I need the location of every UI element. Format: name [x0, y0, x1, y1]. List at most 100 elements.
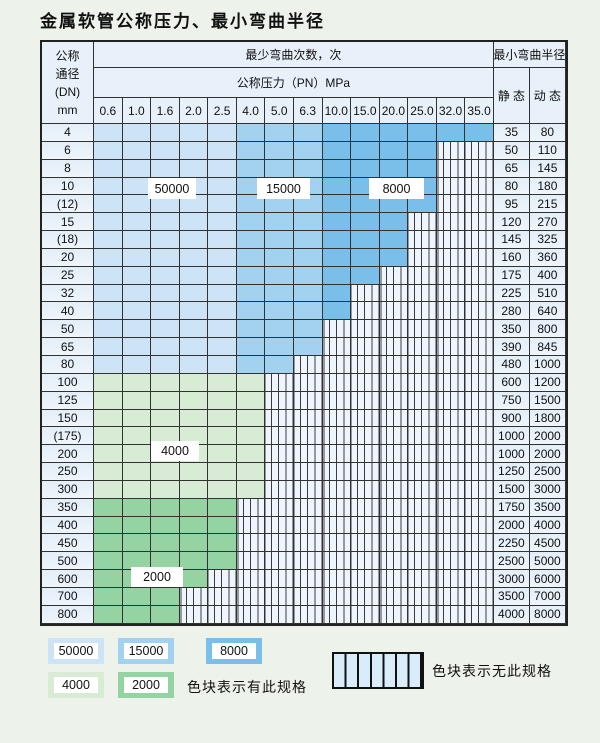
spec-cell [179, 159, 209, 178]
spec-cell [265, 213, 294, 232]
spec-cell [293, 159, 323, 178]
nospec-cell [408, 480, 437, 499]
nospec-cell [379, 427, 409, 446]
nospec-cell [351, 355, 380, 374]
spec-cell [179, 302, 209, 321]
spec-cell [94, 427, 123, 446]
spec-cell [122, 248, 152, 267]
nospec-cell [351, 552, 380, 571]
nospec-cell [465, 159, 494, 178]
dynamic-cell: 1500 [529, 391, 566, 410]
spec-cell [122, 427, 152, 446]
nospec-cell [265, 552, 294, 571]
spec-cell [293, 124, 323, 142]
dn-cell: 25 [42, 266, 94, 285]
nospec-cell [265, 391, 294, 410]
spec-cell [379, 231, 409, 249]
spec-cell [322, 231, 352, 249]
nospec-cell [436, 231, 466, 249]
spec-cell [122, 124, 152, 142]
nospec-cell [322, 338, 352, 356]
spec-cell [179, 284, 209, 303]
spec-cell [293, 213, 323, 232]
nospec-cell [351, 320, 380, 339]
spec-cell [122, 338, 152, 356]
dn-cell: 450 [42, 534, 94, 553]
spec-cell [322, 124, 352, 142]
spec-cell [208, 355, 237, 374]
spec-cell [122, 498, 152, 517]
dynamic-cell: 3500 [529, 498, 566, 517]
spec-cell [293, 195, 323, 214]
nospec-cell [436, 266, 466, 285]
spec-cell [236, 373, 266, 392]
nospec-cell [436, 534, 466, 553]
cycle-count-label: 8000 [369, 178, 424, 199]
nospec-cell [379, 570, 409, 588]
dynamic-cell: 7000 [529, 587, 566, 606]
nospec-cell [465, 195, 494, 214]
legend-no-spec-box [332, 652, 424, 689]
nospec-cell [465, 552, 494, 571]
nospec-cell [465, 266, 494, 285]
nospec-cell [465, 498, 494, 517]
nospec-cell [408, 231, 437, 249]
nospec-cell [379, 320, 409, 339]
spec-cell [151, 409, 180, 428]
nospec-cell [236, 534, 266, 553]
nospec-cell [436, 320, 466, 339]
spec-cell [151, 534, 180, 553]
nospec-cell [379, 373, 409, 392]
spec-cell [236, 284, 266, 303]
nospec-cell [465, 302, 494, 321]
spec-cell [94, 498, 123, 517]
static-cell: 900 [493, 409, 530, 428]
dn-cell: 32 [42, 284, 94, 303]
spec-cell [265, 195, 294, 214]
spec-cell [94, 534, 123, 553]
spec-cell [94, 516, 123, 535]
nospec-cell [265, 587, 294, 606]
spec-cell [122, 302, 152, 321]
nospec-cell [436, 159, 466, 178]
cycle-count-label: 15000 [257, 178, 310, 199]
spec-cell [94, 480, 123, 499]
static-cell: 65 [493, 159, 530, 178]
spec-cell [151, 159, 180, 178]
nospec-cell [379, 463, 409, 481]
nospec-cell [408, 320, 437, 339]
spec-cell [208, 373, 237, 392]
spec-cell [351, 159, 380, 178]
nospec-cell [236, 498, 266, 517]
legend-swatch-label: 4000 [54, 677, 98, 693]
spec-cell [179, 391, 209, 410]
nospec-cell [408, 427, 437, 446]
static-cell: 50 [493, 141, 530, 160]
spec-cell [94, 266, 123, 285]
nospec-cell [465, 355, 494, 374]
spec-cell [151, 373, 180, 392]
nospec-cell [465, 284, 494, 303]
pressure-col-header: 35.0 [465, 98, 494, 124]
static-cell: 145 [493, 231, 530, 249]
nospec-cell [236, 516, 266, 535]
spec-cell [236, 320, 266, 339]
nospec-cell [408, 213, 437, 232]
pressure-col-header: 0.6 [94, 98, 123, 124]
spec-cell [408, 124, 437, 142]
spec-cell [208, 177, 237, 196]
nospec-cell [379, 534, 409, 553]
spec-cell [208, 534, 237, 553]
spec-cell [151, 355, 180, 374]
dynamic-cell: 5000 [529, 552, 566, 571]
nospec-cell [408, 266, 437, 285]
spec-cell [208, 302, 237, 321]
spec-cell [122, 480, 152, 499]
nospec-cell [408, 463, 437, 481]
spec-cell [208, 338, 237, 356]
dn-cell: 150 [42, 409, 94, 428]
spec-cell [151, 213, 180, 232]
nospec-cell [436, 195, 466, 214]
legend-swatch: 4000 [48, 672, 104, 698]
nospec-cell [322, 552, 352, 571]
